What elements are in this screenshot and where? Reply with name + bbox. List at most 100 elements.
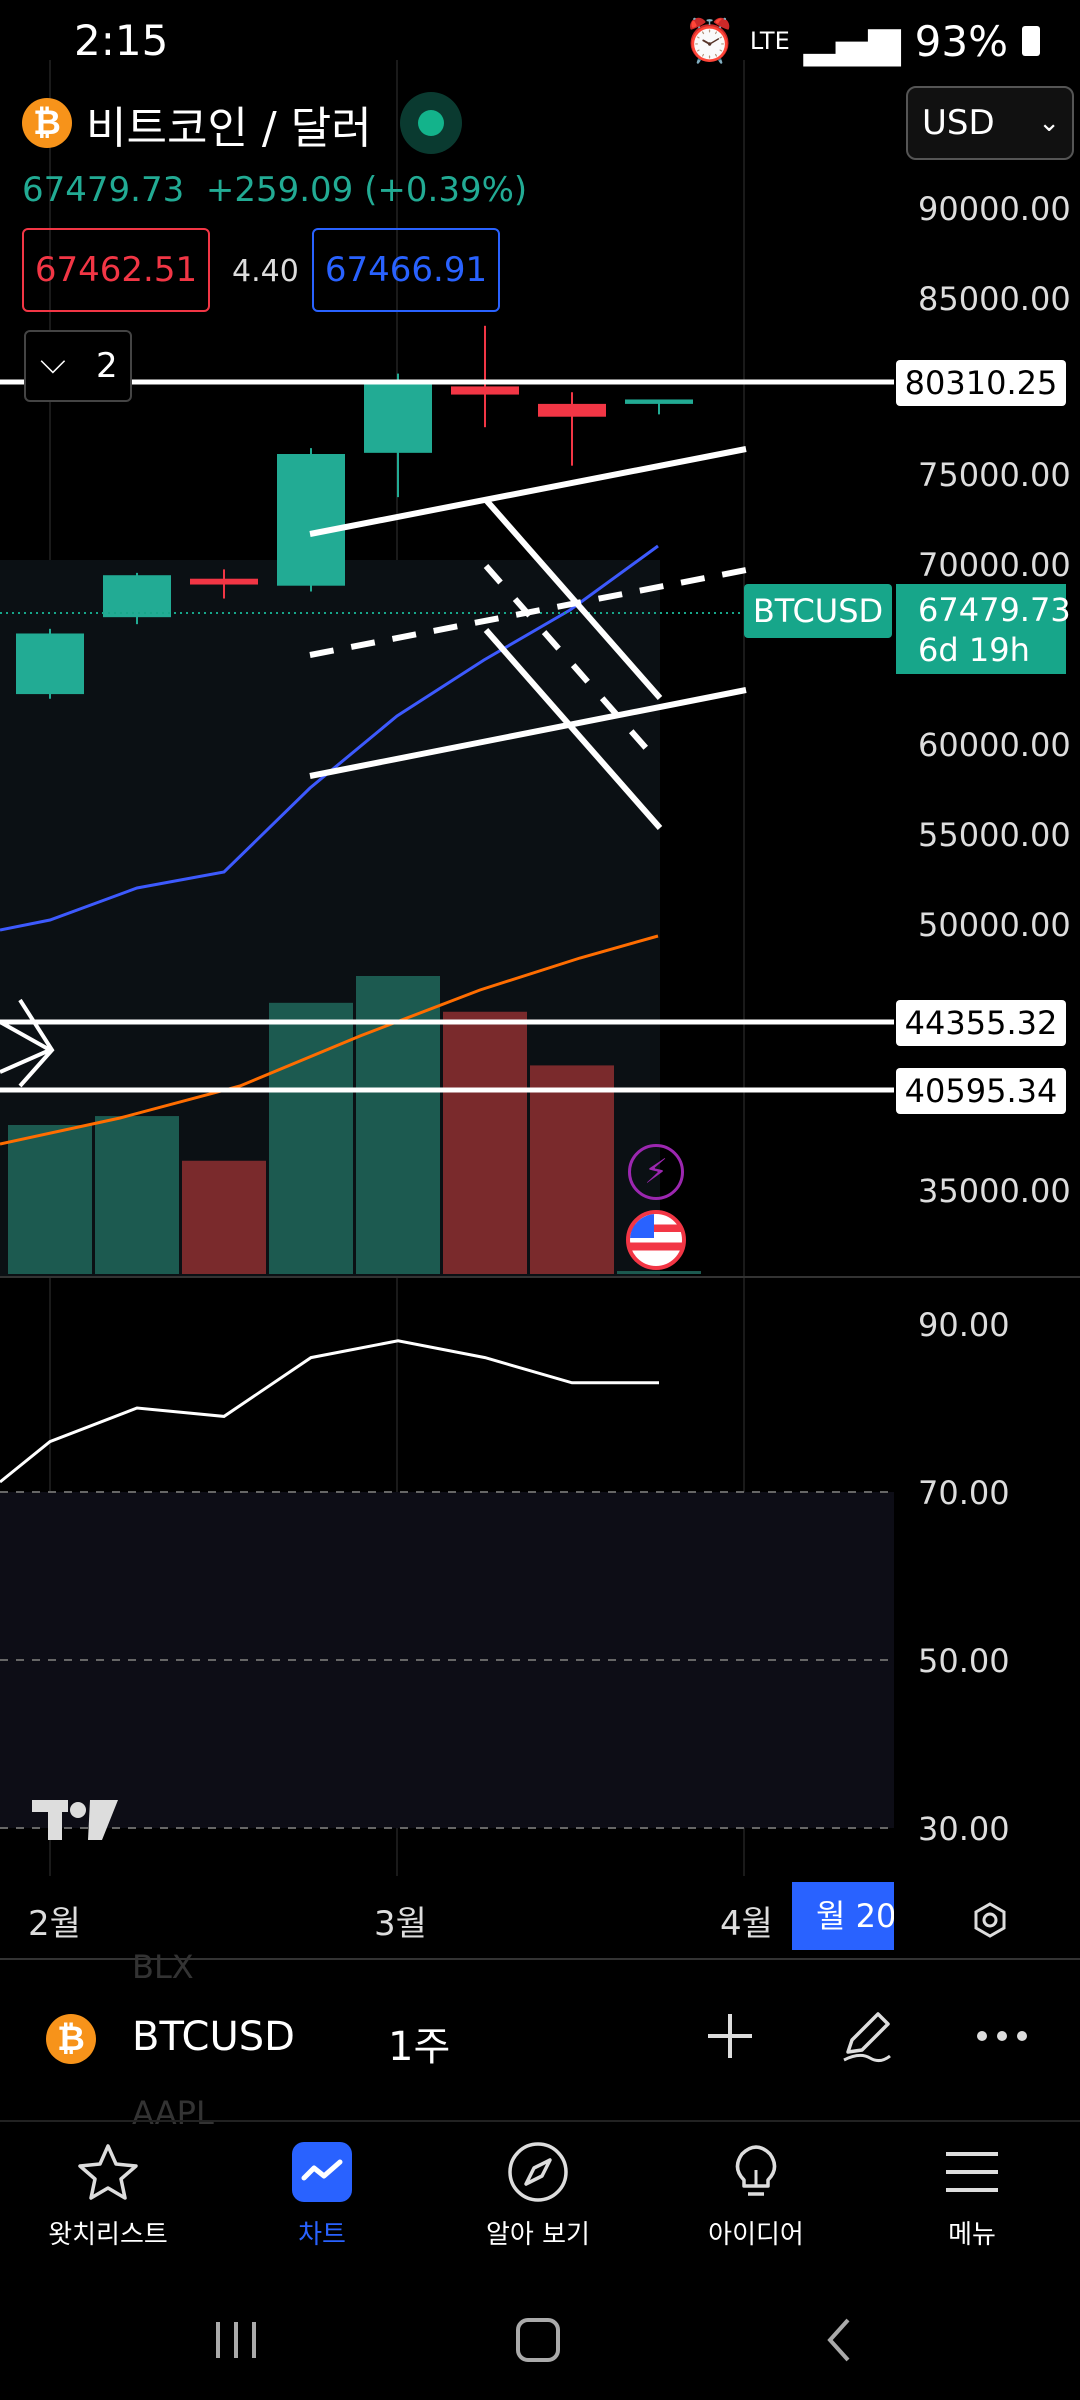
wedge-line [483, 498, 663, 700]
battery-label: 93% [914, 16, 1008, 66]
nav-chart[interactable]: 차트 [222, 2136, 422, 2251]
rsi-axis-tick: 90.00 [918, 1306, 1010, 1344]
volume-bar [530, 1065, 614, 1274]
ghost-symbol: BLX [132, 1948, 194, 1986]
chevron-down-icon: ⌄ [1038, 108, 1060, 138]
compass-icon [508, 2142, 568, 2202]
bitcoin-icon: ₿ [22, 98, 72, 148]
wedge-line [483, 628, 663, 830]
nav-watchlist[interactable]: 왓치리스트 [8, 2136, 208, 2251]
volume-bar [617, 1271, 701, 1274]
current-price-label: 67479.73 6d 19h [896, 584, 1071, 674]
lightbulb-icon [735, 2145, 777, 2196]
candle-body [364, 384, 432, 453]
chart-canvas[interactable] [0, 0, 1080, 2000]
network-label: LTE [749, 27, 790, 55]
battery-icon [1022, 26, 1040, 56]
tradingview-logo[interactable] [30, 1796, 120, 1848]
volume-bar [95, 1116, 179, 1274]
market-status-icon[interactable] [400, 92, 462, 154]
status-icons: ⏰ LTE ▂▄▆ 93% [684, 16, 1040, 66]
time-axis-tick: 2월 [28, 1904, 81, 1944]
hline-label[interactable]: 40595.34 [896, 1068, 1066, 1114]
change-value: +259.09 (+0.39%) [205, 170, 528, 210]
more-icon[interactable] [972, 2006, 1032, 2066]
lightning-event-icon[interactable]: ⚡ [628, 1144, 684, 1200]
crosshair-date-chip: 월 2024 [792, 1882, 894, 1950]
ma-line-orange [0, 934, 659, 1146]
add-icon[interactable] [700, 2006, 760, 2066]
volume-bar [8, 1125, 92, 1274]
menu-icon [946, 2152, 998, 2192]
candle-body [451, 386, 519, 395]
nav-divider [0, 2120, 1080, 2122]
nav-label: 아이디어 [708, 2220, 804, 2250]
star-icon [78, 2144, 138, 2200]
buy-button[interactable]: 67466.91 [312, 228, 500, 312]
symbol-toolbar: BLX AAPL [0, 1948, 1080, 2132]
channel-bottom-line [309, 687, 747, 779]
indicators-toggle[interactable]: ⌵ 2 [24, 330, 132, 402]
currency-select[interactable]: USD ⌄ [906, 86, 1074, 160]
status-bar: 2:15 ⏰ LTE ▂▄▆ 93% [0, 0, 1080, 84]
spread-value: 4.40 [232, 254, 299, 289]
rsi-line [0, 1339, 659, 1484]
nav-label: 차트 [298, 2220, 346, 2250]
ghost-symbol: AAPL [132, 2094, 214, 2132]
interval-selector[interactable]: 1주 [388, 2024, 451, 2070]
arrow-drawing [0, 998, 55, 1088]
time-axis-tick: 4월 [720, 1904, 773, 1944]
sell-button[interactable]: 67462.51 [22, 228, 210, 312]
hline-label[interactable]: 80310.25 [896, 360, 1066, 406]
rsi-axis-tick: 70.00 [918, 1474, 1010, 1512]
rsi-axis-tick: 30.00 [918, 1810, 1010, 1848]
toolbar-divider [0, 1958, 1080, 1960]
candle-body [190, 578, 258, 585]
chart-icon [292, 2142, 352, 2202]
symbol-selector[interactable]: BTCUSD [132, 2014, 295, 2060]
drawing-pencil-icon[interactable] [836, 2006, 896, 2066]
candle-body [16, 633, 84, 695]
back-icon[interactable] [800, 2300, 880, 2380]
rsi-axis-tick: 50.00 [918, 1642, 1010, 1680]
volume-bar [182, 1160, 266, 1274]
volume-bar [356, 976, 440, 1274]
price-axis-tick: 85000.00 [918, 280, 1071, 318]
price-change: 67479.73 +259.09 (+0.39%) [22, 170, 527, 210]
indicator-count: 2 [96, 346, 118, 386]
candle-body [538, 403, 606, 417]
price-axis-tick: 35000.00 [918, 1172, 1071, 1210]
home-icon[interactable] [498, 2300, 578, 2380]
volume-bar [269, 1002, 353, 1274]
bitcoin-icon: ₿ [46, 2014, 96, 2064]
status-time: 2:15 [74, 16, 169, 65]
volume-bar [443, 1011, 527, 1274]
symbol-title[interactable]: 비트코인 / 달러 [86, 103, 372, 154]
nav-explore[interactable]: 알아 보기 [438, 2136, 638, 2251]
recent-apps-icon[interactable] [196, 2300, 276, 2380]
channel-top-line [309, 446, 747, 537]
current-price: 67479.73 [918, 591, 1071, 629]
nav-ideas[interactable]: 아이디어 [656, 2136, 856, 2251]
price-axis-tick: 55000.00 [918, 816, 1071, 854]
price-axis-tick: 90000.00 [918, 190, 1071, 228]
price-axis-tick: 75000.00 [918, 456, 1071, 494]
candle-body [625, 399, 693, 404]
price-axis-tick: 70000.00 [918, 546, 1071, 584]
candle-body [277, 454, 345, 586]
settings-icon[interactable] [970, 1900, 1010, 1940]
price-axis-tick: 60000.00 [918, 726, 1071, 764]
nav-menu[interactable]: 메뉴 [872, 2136, 1072, 2251]
currency-value: USD [922, 103, 995, 143]
nav-label: 메뉴 [948, 2220, 996, 2250]
pane-divider[interactable] [0, 1276, 1080, 1278]
price-axis-tick: 50000.00 [918, 906, 1071, 944]
hline-label[interactable]: 44355.32 [896, 1000, 1066, 1046]
time-axis-tick: 3월 [374, 1904, 427, 1944]
alarm-icon: ⏰ [683, 16, 736, 65]
candle-body [103, 575, 171, 618]
chevron-down-icon: ⌵ [40, 342, 66, 382]
bar-countdown: 6d 19h [918, 631, 1030, 669]
us-flag-event-icon[interactable] [626, 1210, 686, 1270]
symbol-price-tag: BTCUSD [744, 584, 892, 638]
